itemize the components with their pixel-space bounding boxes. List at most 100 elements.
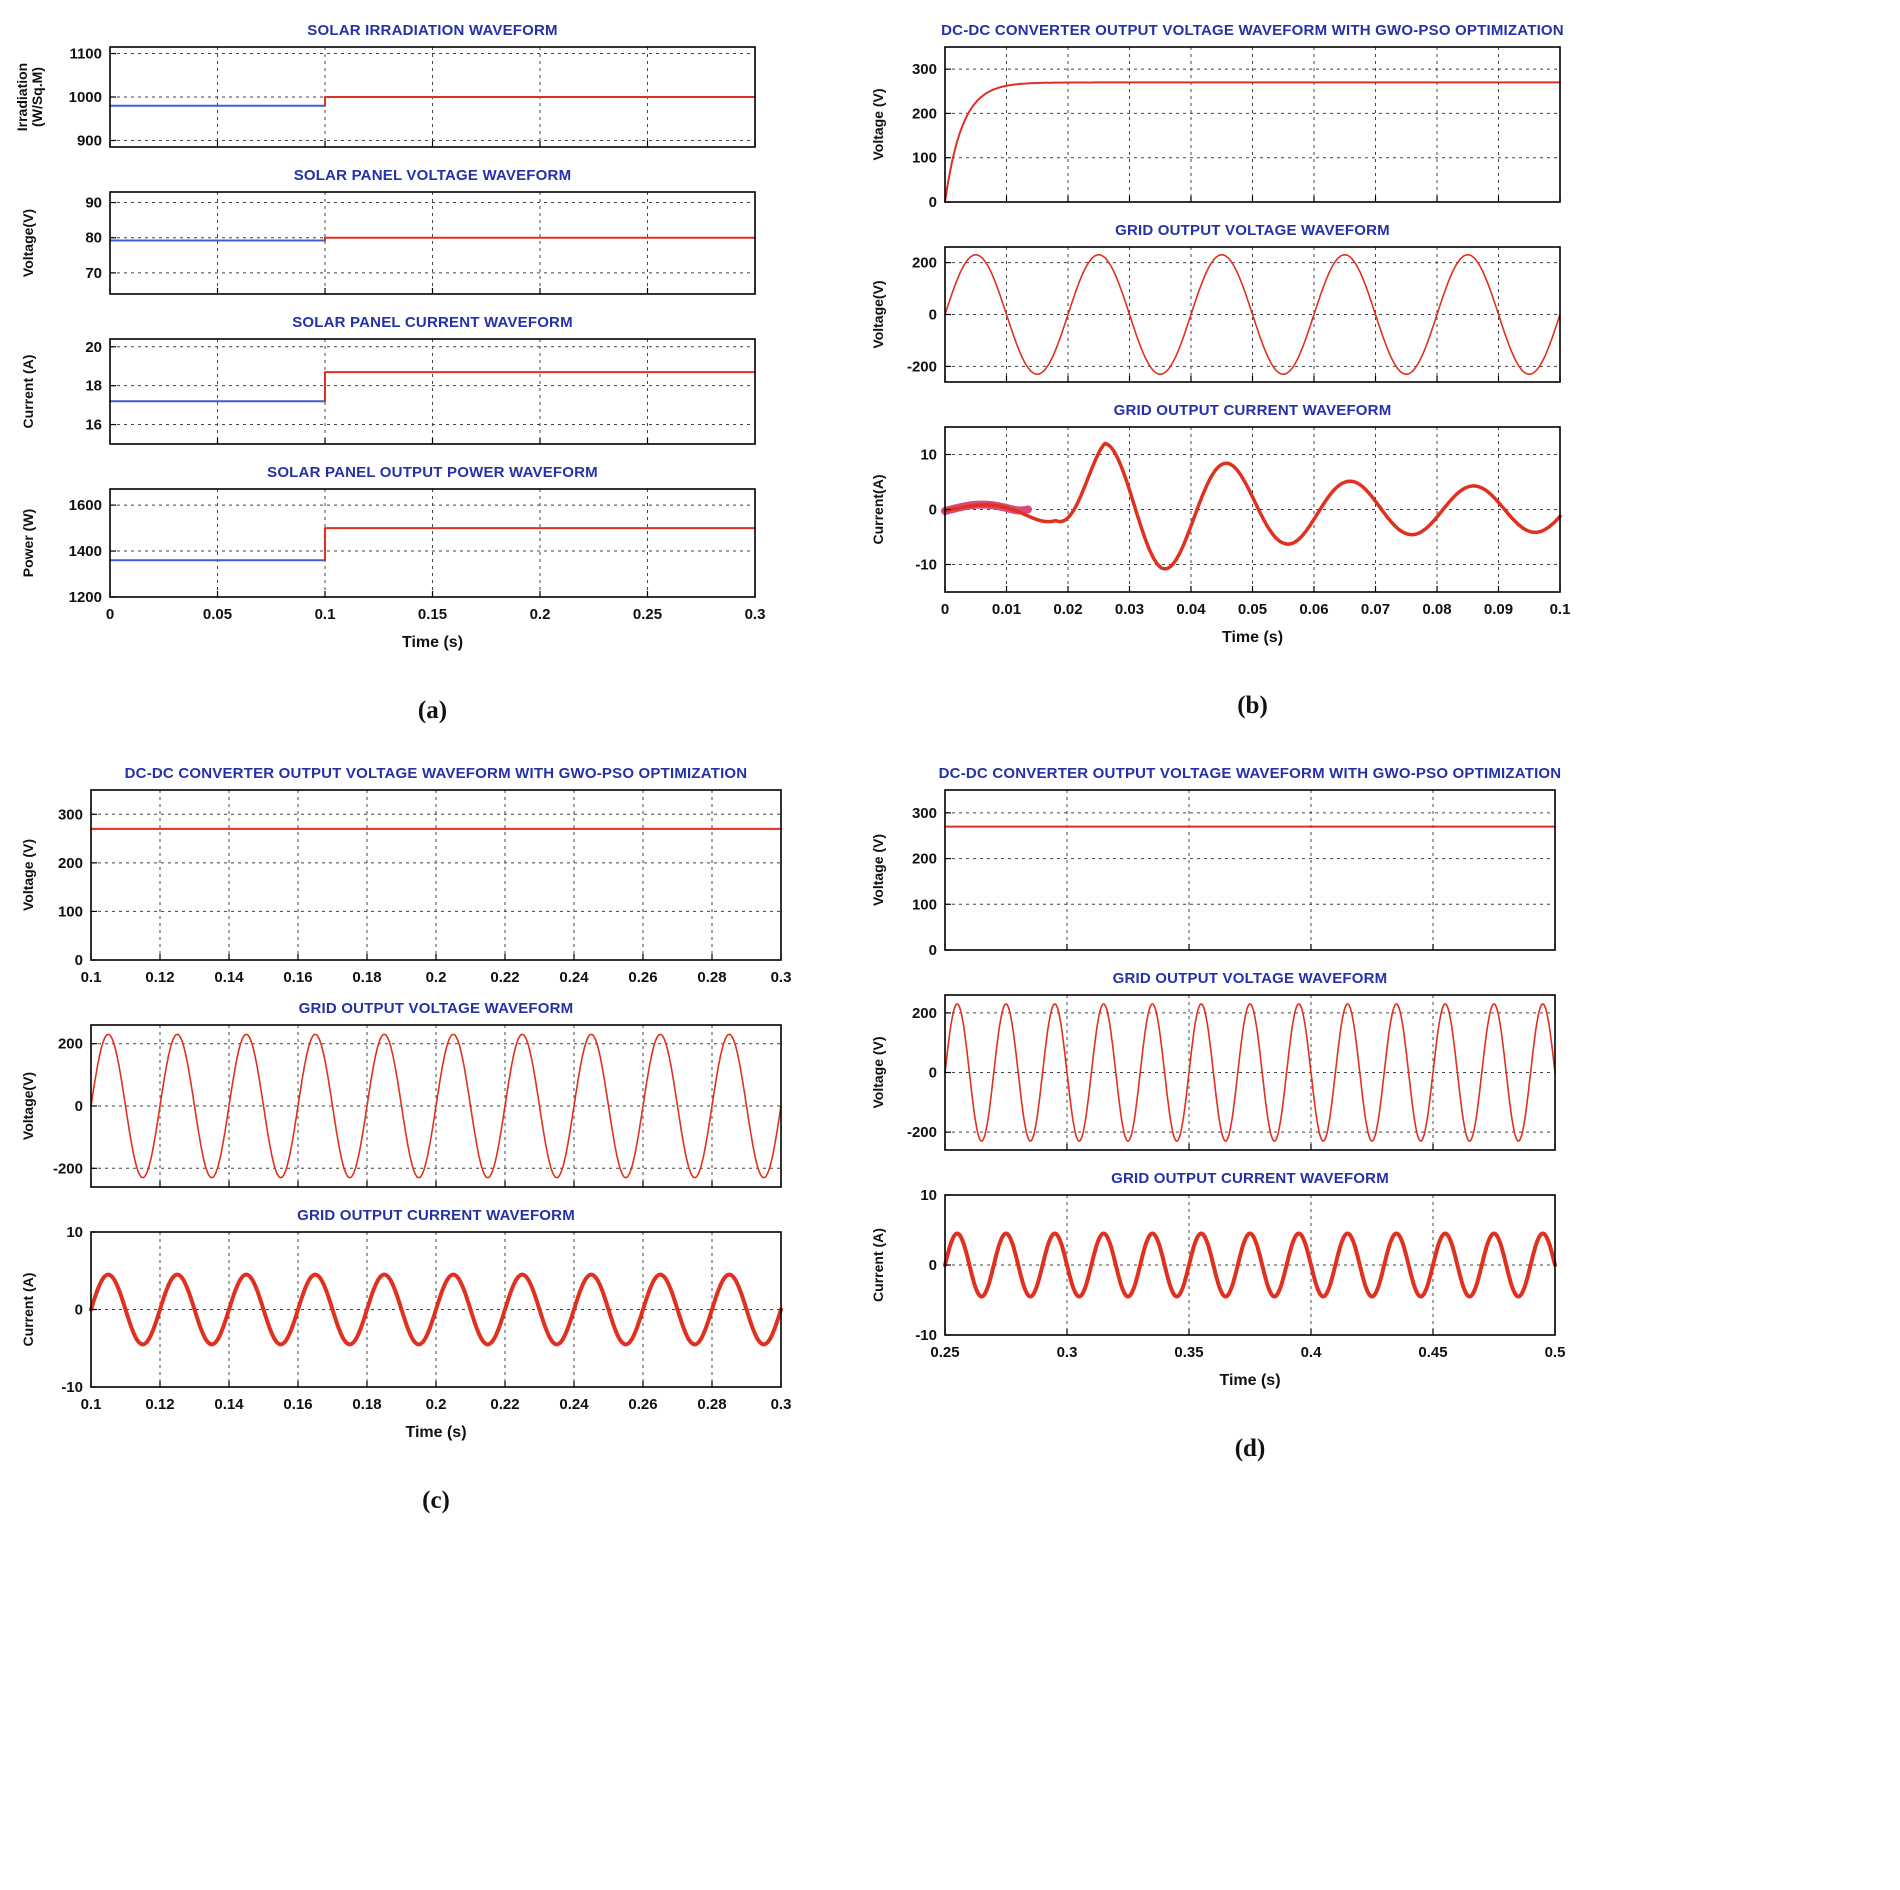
svg-text:0.22: 0.22: [490, 969, 519, 986]
plot-title: DC-DC CONVERTER OUTPUT VOLTAGE WAVEFORM …: [124, 765, 748, 782]
plot-title: SOLAR PANEL CURRENT WAVEFORM: [292, 314, 573, 331]
svg-text:0.12: 0.12: [145, 969, 174, 986]
waveform-plot: 0 100 200 300 Voltage (V): [870, 46, 1561, 211]
svg-text:200: 200: [912, 105, 937, 122]
waveform-plot: -200 0 200 Voltage (V): [870, 994, 1556, 1151]
panel-b: DC-DC CONVERTER OUTPUT VOLTAGE WAVEFORM …: [865, 12, 1900, 725]
svg-text:Time (s): Time (s): [405, 1424, 466, 1441]
waveform-plot: 0 100 200 300 0.1 0.12 0.14 0.16 0.18 0.2 0.22 0.24…: [20, 789, 791, 986]
svg-text:0.04: 0.04: [1176, 601, 1206, 618]
waveform-plot: -200 0 200 Voltage(V): [870, 246, 1561, 383]
panel-a: SOLAR IRRADIATION WAVEFORM 900 1000 1100 Irr…: [15, 12, 865, 725]
svg-text:Voltage(V): Voltage(V): [870, 280, 886, 348]
plot-title: GRID OUTPUT CURRENT WAVEFORM: [297, 1207, 575, 1224]
svg-text:0.28: 0.28: [697, 969, 726, 986]
svg-text:1400: 1400: [69, 543, 102, 560]
svg-text:0.18: 0.18: [352, 1396, 381, 1413]
svg-text:0.25: 0.25: [633, 606, 662, 623]
svg-text:0.24: 0.24: [559, 1396, 589, 1413]
svg-text:Current(A): Current(A): [870, 475, 886, 545]
svg-text:300: 300: [912, 805, 937, 822]
svg-text:0.24: 0.24: [559, 969, 589, 986]
svg-text:100: 100: [58, 903, 83, 920]
svg-text:Irradiation(W/Sq.M): Irradiation(W/Sq.M): [15, 63, 45, 131]
plot-title: GRID OUTPUT VOLTAGE WAVEFORM: [298, 1000, 574, 1017]
svg-text:1600: 1600: [69, 497, 102, 514]
svg-text:0.3: 0.3: [745, 606, 766, 623]
svg-text:Voltage (V): Voltage (V): [20, 839, 36, 911]
svg-text:200: 200: [912, 1005, 937, 1022]
plot-title: GRID OUTPUT CURRENT WAVEFORM: [1113, 402, 1392, 419]
svg-text:0.08: 0.08: [1422, 601, 1451, 618]
plot-title: GRID OUTPUT CURRENT WAVEFORM: [1111, 1170, 1389, 1187]
svg-text:20: 20: [85, 339, 102, 356]
waveform-plot: -200 0 200 Voltage(V): [20, 1024, 782, 1188]
svg-text:Voltage (V): Voltage (V): [870, 88, 886, 160]
panel-caption: (c): [422, 1487, 450, 1514]
svg-text:0.03: 0.03: [1115, 601, 1144, 618]
svg-text:0.25: 0.25: [930, 1344, 959, 1361]
svg-text:0.3: 0.3: [1057, 1344, 1078, 1361]
svg-text:0.16: 0.16: [283, 1396, 312, 1413]
svg-text:0.02: 0.02: [1053, 601, 1082, 618]
svg-text:18: 18: [85, 378, 102, 395]
svg-text:0.09: 0.09: [1484, 601, 1513, 618]
waveform-plot: -10 0 10 0.1 0.12 0.14 0.16 0.18 0.2 0.22 0.24 0.26…: [20, 1226, 792, 1441]
svg-text:100: 100: [912, 896, 937, 913]
svg-text:0.5: 0.5: [1545, 1344, 1566, 1361]
svg-text:0.1: 0.1: [1550, 601, 1571, 618]
svg-text:0.22: 0.22: [490, 1396, 519, 1413]
panel-caption: (d): [1234, 1435, 1266, 1462]
svg-text:Voltage(V): Voltage(V): [20, 209, 36, 277]
plot-title: SOLAR IRRADIATION WAVEFORM: [307, 22, 558, 39]
svg-text:0.2: 0.2: [426, 969, 447, 986]
svg-text:0: 0: [75, 1098, 83, 1115]
svg-text:0: 0: [75, 952, 83, 969]
svg-text:0.05: 0.05: [203, 606, 232, 623]
svg-text:Time (s): Time (s): [1222, 629, 1283, 646]
svg-text:10: 10: [66, 1226, 83, 1241]
svg-text:0.01: 0.01: [992, 601, 1021, 618]
waveform-plot: 70 80 90 Voltage(V): [20, 191, 756, 295]
svg-text:900: 900: [77, 132, 102, 149]
svg-text:0.07: 0.07: [1361, 601, 1390, 618]
svg-text:16: 16: [85, 417, 102, 434]
panel-caption: (a): [417, 697, 448, 724]
svg-text:0.2: 0.2: [530, 606, 551, 623]
svg-text:Current (A): Current (A): [870, 1228, 886, 1302]
svg-text:0.1: 0.1: [315, 606, 336, 623]
svg-text:0.3: 0.3: [771, 1396, 792, 1413]
svg-text:0.2: 0.2: [426, 1396, 447, 1413]
svg-text:Time (s): Time (s): [1219, 1372, 1280, 1389]
svg-text:90: 90: [85, 195, 102, 212]
waveform-plot: 900 1000 1100 Irradiation(W/Sq.M): [15, 46, 756, 149]
svg-text:-200: -200: [907, 358, 937, 375]
figure: SOLAR IRRADIATION WAVEFORM 900 1000 1100 Irr…: [15, 12, 1900, 1515]
svg-text:0: 0: [106, 606, 114, 623]
svg-text:0.26: 0.26: [628, 969, 657, 986]
svg-text:0.45: 0.45: [1418, 1344, 1447, 1361]
svg-text:0: 0: [941, 601, 949, 618]
plot-title: DC-DC CONVERTER OUTPUT VOLTAGE WAVEFORM …: [938, 765, 1562, 782]
svg-text:Time (s): Time (s): [402, 634, 463, 651]
svg-text:0.35: 0.35: [1174, 1344, 1203, 1361]
panel-c: DC-DC CONVERTER OUTPUT VOLTAGE WAVEFORM …: [15, 755, 865, 1515]
svg-text:300: 300: [912, 61, 937, 78]
svg-text:0.18: 0.18: [352, 969, 381, 986]
svg-text:0: 0: [75, 1302, 83, 1319]
svg-text:100: 100: [912, 150, 937, 167]
svg-text:200: 200: [912, 851, 937, 868]
plot-title: SOLAR PANEL VOLTAGE WAVEFORM: [293, 167, 572, 184]
plot-title: SOLAR PANEL OUTPUT POWER WAVEFORM: [267, 464, 598, 481]
svg-text:70: 70: [85, 265, 102, 282]
svg-text:1100: 1100: [69, 46, 102, 63]
svg-text:Power (W): Power (W): [20, 509, 36, 577]
svg-text:0: 0: [929, 942, 937, 959]
svg-text:Voltage (V): Voltage (V): [870, 834, 886, 906]
waveform-plot: -10 0 10 0.25 0.3 0.35 0.4 0.45 0.5 Current (A) Ti…: [870, 1189, 1566, 1389]
panel-d: DC-DC CONVERTER OUTPUT VOLTAGE WAVEFORM …: [865, 755, 1900, 1515]
svg-text:0.16: 0.16: [283, 969, 312, 986]
svg-text:0: 0: [929, 502, 937, 519]
svg-text:0: 0: [929, 194, 937, 211]
svg-text:Current (A): Current (A): [20, 1273, 36, 1347]
